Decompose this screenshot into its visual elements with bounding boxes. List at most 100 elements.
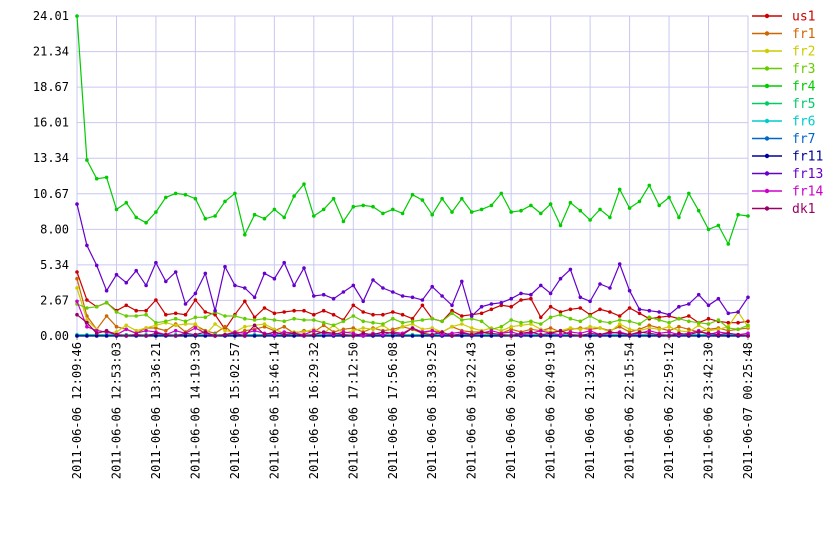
data-point [420,303,425,308]
data-point [400,294,405,298]
data-point [420,198,425,202]
data-point [410,319,415,324]
data-point [588,218,592,222]
data-point [617,334,622,338]
data-point [509,296,513,301]
data-point [469,316,474,321]
data-point [321,308,326,313]
data-point [302,330,306,334]
data-point [371,278,375,282]
data-point [420,327,425,332]
data-point [173,311,178,316]
data-point [262,216,267,221]
data-point [637,330,642,334]
grid [76,15,749,340]
data-point [558,312,563,317]
data-point [361,203,366,208]
x-tick-label: 2011-06-06 18:39:25 [425,342,439,479]
data-point [154,320,158,325]
data-point [361,299,366,304]
legend-marker [764,13,770,19]
data-point [331,312,336,317]
data-point [657,318,661,322]
data-point [677,304,681,309]
data-point [75,334,79,338]
data-point [114,332,119,337]
series-line-fr13 [76,203,749,318]
data-point [183,192,188,197]
data-point [558,328,563,333]
x-tick-label: 2011-06-06 22:59:12 [662,342,676,479]
data-point [617,324,622,329]
data-point [282,332,287,337]
data-point [608,330,612,334]
data-point [371,320,375,325]
data-point [351,314,356,318]
data-point [75,14,79,18]
data-point [430,316,435,321]
data-point [608,320,612,325]
data-point [391,310,395,314]
data-point [272,311,277,316]
data-point [173,323,178,328]
data-point [321,292,326,297]
legend-marker [764,83,770,89]
data-point [282,319,287,324]
data-point [706,303,711,308]
data-point [272,330,277,334]
data-point [292,316,296,321]
data-point [94,331,99,336]
data-point [627,332,632,337]
data-point [85,298,89,302]
data-point [243,232,247,237]
data-point [134,215,138,220]
data-point [361,319,366,324]
data-point [539,283,543,288]
data-point [460,314,464,318]
data-point [114,330,119,334]
data-point [233,283,237,288]
data-point [578,319,583,324]
data-point [608,286,612,290]
data-point [321,207,326,212]
data-point [696,208,701,213]
data-point [134,328,138,333]
data-point [410,192,415,197]
data-point [203,271,208,276]
data-point [578,331,583,336]
data-point [529,322,533,326]
data-point [726,311,731,316]
data-point [558,332,563,337]
data-point [568,330,573,334]
data-point [203,334,208,338]
data-point [321,320,326,325]
data-point [578,327,583,332]
data-point [154,210,158,214]
y-tick-label: 2.67 [40,293,69,307]
legend-marker [764,136,770,141]
data-point [85,158,89,162]
data-point [450,311,454,316]
data-point [272,318,277,322]
data-point [371,204,375,209]
data-point [539,332,543,337]
legend-item-fr1: fr1 [752,27,815,42]
data-point [558,223,563,228]
data-point [450,303,454,308]
data-point [716,318,721,322]
data-point [746,319,750,324]
data-point [568,316,573,321]
data-point [450,331,454,336]
data-point [509,210,513,214]
data-point [647,323,652,328]
data-point [598,307,602,312]
data-point [548,326,553,330]
data-point [321,334,326,338]
data-point [519,208,523,213]
y-tick-label: 8.00 [40,222,69,236]
data-point [262,271,267,276]
data-point [173,316,178,321]
data-point [647,334,652,338]
legend-label: fr7 [792,132,815,147]
data-point [94,263,99,268]
